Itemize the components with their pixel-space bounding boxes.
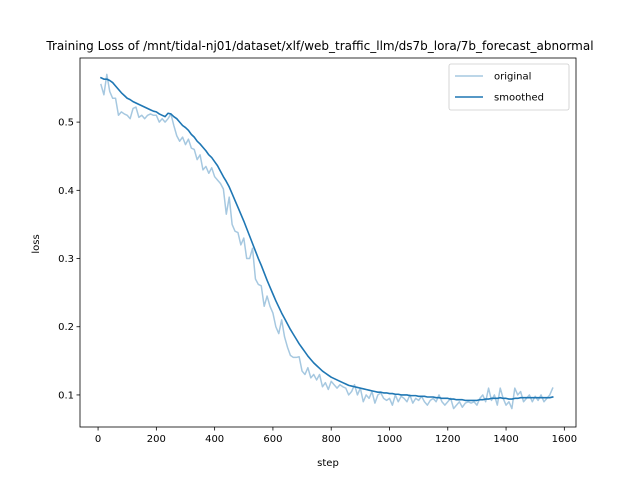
series-lines [99, 73, 554, 410]
x-axis-label: step [317, 458, 339, 469]
plot-area [80, 58, 576, 427]
legend-label-original: original [494, 72, 531, 83]
x-tick-label: 1600 [552, 434, 577, 445]
y-axis-label: loss [31, 234, 42, 253]
x-tick-label: 1000 [377, 434, 402, 445]
plot-background [80, 58, 576, 427]
legend-label-smoothed: smoothed [494, 93, 544, 104]
x-tick-label: 800 [322, 434, 341, 445]
y-tick-label: 0.5 [58, 118, 74, 129]
x-tick-label: 0 [95, 434, 101, 445]
axes-frame [79, 57, 577, 428]
x-tick-label: 200 [147, 434, 166, 445]
axes: 0 200 400 600 800 1000 1200 1400 1600 0.1 0.2 0.3 0.… [58, 57, 577, 445]
chart-title: Training Loss of /mnt/tidal-nj01/dataset… [45, 39, 593, 53]
y-tick-label: 0.4 [58, 186, 74, 197]
x-tick-label: 400 [205, 434, 224, 445]
x-tick-label: 1200 [435, 434, 460, 445]
y-tick-label: 0.1 [58, 390, 74, 401]
y-tick-label: 0.3 [58, 254, 74, 265]
y-tick-label: 0.2 [58, 322, 74, 333]
x-tick-label: 1400 [493, 434, 518, 445]
series-line-smoothed [99, 76, 554, 402]
x-tick-label: 600 [263, 434, 282, 445]
legend: original smoothed [448, 63, 570, 111]
series-line-original [100, 73, 554, 410]
